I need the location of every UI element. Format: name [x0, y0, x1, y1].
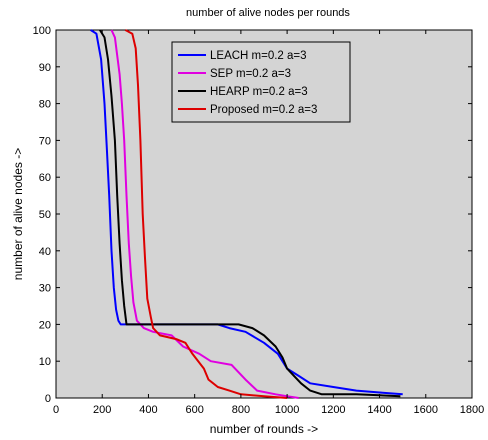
series-line-4: [124, 29, 288, 399]
axis-ticks: 0 200 400 600 800 1000 1200 1400 1600 1800 0 10 20 30…: [33, 25, 485, 416]
y-tick-label: 90: [39, 62, 51, 74]
y-tick-label: 100: [33, 25, 51, 37]
y-tick-label: 60: [39, 172, 51, 184]
y-tick-label: 80: [39, 99, 51, 111]
x-tick-label: 0: [53, 404, 59, 416]
series-line-3: [99, 29, 401, 398]
y-tick-label: 10: [39, 356, 51, 368]
legend: LEACH m=0.2 a=3 SEP m=0.2 a=3 HEARP m=0.2 …: [171, 41, 351, 123]
legend-label: Proposed m=0.2 a=3: [210, 104, 317, 116]
x-tick-label: 400: [139, 404, 157, 416]
legend-label: SEP m=0.2 a=3: [210, 68, 291, 80]
x-tick-label: 600: [185, 404, 203, 416]
series-layer: [90, 29, 403, 399]
y-axis-label: number of alive nodes ->: [11, 148, 25, 280]
x-tick-label: 800: [232, 404, 250, 416]
x-axis-label: number of rounds ->: [210, 422, 318, 436]
x-tick-label: 1800: [460, 404, 484, 416]
y-tick-label: 70: [39, 135, 51, 147]
x-tick-label: 1600: [414, 404, 438, 416]
series-line-2: [110, 29, 299, 399]
legend-label: HEARP m=0.2 a=3: [210, 86, 308, 98]
y-tick-label: 20: [39, 319, 51, 331]
x-tick-label: 1000: [275, 404, 299, 416]
y-tick-label: 0: [45, 393, 51, 405]
chart-title: number of alive nodes per rounds: [186, 7, 350, 19]
x-tick-label: 200: [93, 404, 111, 416]
x-tick-label: 1200: [321, 404, 345, 416]
y-tick-label: 50: [39, 209, 51, 221]
x-tick-label: 1400: [367, 404, 391, 416]
y-tick-label: 30: [39, 283, 51, 295]
legend-label: LEACH m=0.2 a=3: [210, 50, 307, 62]
y-tick-label: 40: [39, 246, 51, 258]
